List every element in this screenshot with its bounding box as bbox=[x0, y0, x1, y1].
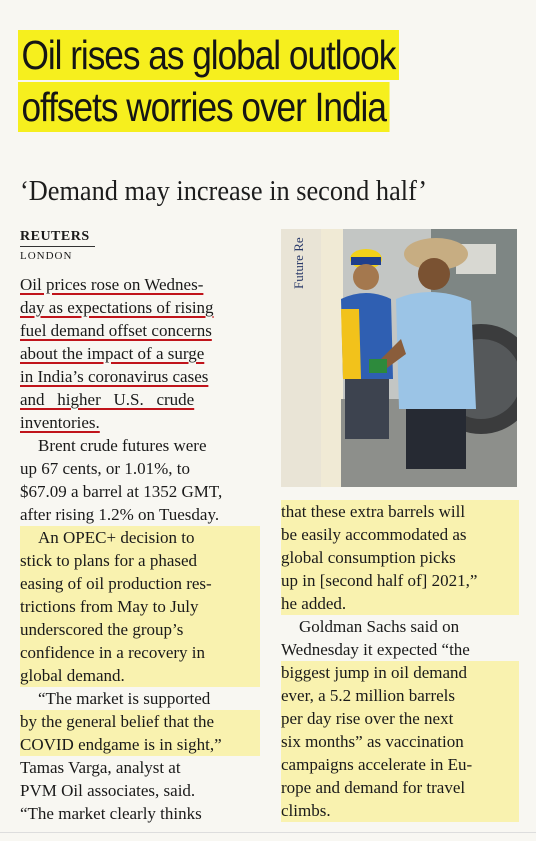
paragraph-1: Oil prices rose on Wednes- day as expect… bbox=[20, 273, 260, 434]
text-line: in India’s coronavirus cases bbox=[20, 367, 209, 386]
text-line: he added. bbox=[281, 592, 519, 615]
text-line: campaigns accelerate in Eu- bbox=[281, 753, 519, 776]
text-line: about the impact of a surge bbox=[20, 344, 205, 363]
text-line: global demand. bbox=[20, 664, 260, 687]
text-line: biggest jump in oil demand bbox=[281, 661, 519, 684]
headline-line-1: Oil rises as global outlook bbox=[18, 30, 399, 80]
text-line: global consumption picks bbox=[281, 546, 519, 569]
paragraph-2: Brent crude futures were up 67 cents, or… bbox=[20, 434, 260, 526]
text-line: trictions from May to July bbox=[20, 595, 260, 618]
text-line: up 67 cents, or 1.01%, to bbox=[20, 459, 190, 478]
text-line: be easily accommodated as bbox=[281, 523, 519, 546]
dateline: LONDON bbox=[20, 250, 73, 262]
text-line: per day rise over the next bbox=[281, 707, 519, 730]
text-line: after rising 1.2% on Tuesday. bbox=[20, 505, 220, 524]
text-line: climbs. bbox=[281, 799, 519, 822]
article-left-column: Oil prices rose on Wednes- day as expect… bbox=[20, 273, 260, 825]
text-line: Oil prices rose on Wednes- bbox=[20, 275, 204, 294]
headline: Oil rises as global outlook offsets worr… bbox=[18, 30, 518, 132]
text-line: day as expectations of rising bbox=[20, 298, 214, 317]
text-line: inventories. bbox=[20, 413, 100, 432]
fuel-station-photo: Future Re bbox=[281, 229, 517, 487]
subheadline: ‘Demand may increase in second half’ bbox=[20, 176, 428, 207]
byline-rule bbox=[20, 246, 95, 247]
text-line: up in [second half of] 2021,” bbox=[281, 569, 519, 592]
photo-illustration: Future Re bbox=[281, 229, 517, 487]
text-line: stick to plans for a phased bbox=[20, 549, 260, 572]
text-line: Brent crude futures were bbox=[38, 436, 207, 455]
text-line: underscored the group’s bbox=[20, 618, 260, 641]
text-line: by the general belief that the bbox=[20, 710, 260, 733]
text-line: “The market is supported bbox=[38, 689, 211, 708]
text-line: Tamas Varga, analyst at bbox=[20, 758, 181, 777]
text-line: $67.09 a barrel at 1352 GMT, bbox=[20, 482, 223, 501]
text-line: rope and demand for travel bbox=[281, 776, 519, 799]
paragraph-4: “The market is supported by the general … bbox=[20, 687, 260, 825]
text-line: six months” as vaccination bbox=[281, 730, 519, 753]
text-line: “The market clearly thinks bbox=[20, 804, 202, 823]
page-edge bbox=[0, 832, 536, 833]
article-right-column: that these extra barrels will be easily … bbox=[281, 500, 519, 822]
headline-line-2: offsets worries over India bbox=[18, 82, 390, 132]
text-line: and higher U.S. crude bbox=[20, 390, 195, 409]
text-line: easing of oil production res- bbox=[20, 572, 260, 595]
text-line: that these extra barrels will bbox=[281, 500, 519, 523]
text-line: PVM Oil associates, said. bbox=[20, 781, 196, 800]
text-line: Wednesday it expected “the bbox=[281, 640, 470, 659]
text-line: fuel demand offset concerns bbox=[20, 321, 212, 340]
text-line: Goldman Sachs said on bbox=[299, 617, 460, 636]
paragraph-5: that these extra barrels will be easily … bbox=[281, 500, 519, 615]
text-line: COVID endgame is in sight,” bbox=[20, 733, 260, 756]
byline: REUTERS bbox=[20, 229, 90, 244]
text-line: An OPEC+ decision to bbox=[20, 526, 260, 549]
paragraph-6: Goldman Sachs said on Wednesday it expec… bbox=[281, 615, 519, 822]
sign-text: Future Re bbox=[291, 237, 306, 289]
text-line: ever, a 5.2 million barrels bbox=[281, 684, 519, 707]
text-line: confidence in a recovery in bbox=[20, 641, 260, 664]
paragraph-3: An OPEC+ decision to stick to plans for … bbox=[20, 526, 260, 687]
